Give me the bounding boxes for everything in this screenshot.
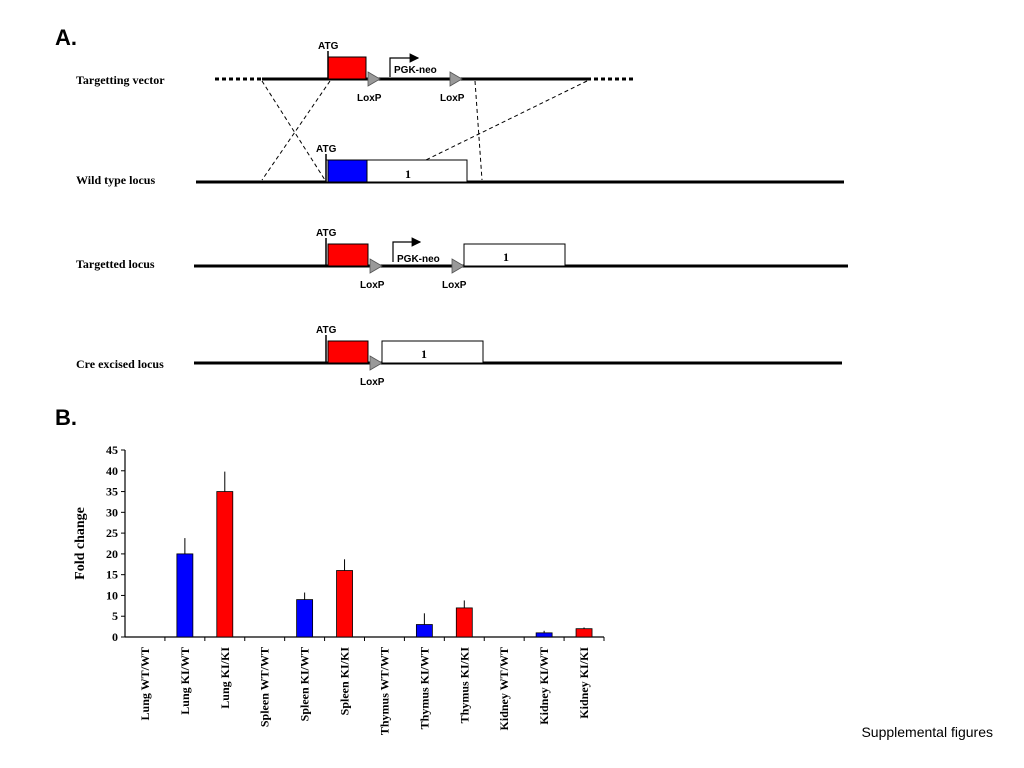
panel-b-label: B. [55, 405, 77, 430]
y-tick-label: 20 [106, 547, 118, 561]
y-tick-label: 40 [106, 464, 118, 478]
loxp-triangle-5 [369, 355, 383, 371]
x-category-label: Thymus WT/WT [377, 647, 391, 735]
wt-coding-exon [327, 159, 368, 183]
recombination-lines [261, 80, 588, 181]
row-label-wild-type: Wild type locus [76, 173, 155, 187]
loxp-triangle-4 [451, 258, 465, 274]
loxp-label-4: LoxP [442, 280, 467, 291]
y-tick-label: 25 [106, 526, 118, 540]
cre-excised-locus: Cre excised locus ATG LoxP 1 [76, 325, 842, 388]
y-tick-label: 0 [112, 630, 118, 644]
pgk-neo-label: PGK-neo [394, 65, 437, 76]
bar [575, 628, 593, 638]
fold-change-bar-chart: Fold change 0 5 10 15 20 25 30 35 40 45 Lung WT/WT… [73, 443, 605, 735]
x-category-label: Kidney KI/WT [537, 647, 551, 725]
ki-exon-box-cre [327, 340, 369, 364]
targetted-locus: Targetted locus ATG LoxP PGK-neo LoxP 1 [76, 228, 848, 291]
y-tick-label: 10 [106, 588, 118, 602]
x-category-label: Lung KI/KI [218, 647, 232, 709]
loxp-label-1: LoxP [357, 93, 382, 104]
x-category-label: Spleen KI/WT [298, 647, 312, 721]
y-tick-label: 35 [106, 485, 118, 499]
loxp-label-5: LoxP [360, 377, 385, 388]
row-label-targetting-vector: Targetting vector [76, 73, 165, 87]
ki-exon-box-targetted [327, 243, 369, 267]
atg-label-cre: ATG [316, 325, 337, 336]
exon-1-box-cre [381, 340, 484, 364]
wild-type-locus: Wild type locus ATG 1 [76, 144, 844, 187]
x-category-label: Spleen WT/WT [258, 647, 272, 727]
pgk-neo-label-targetted: PGK-neo [397, 254, 440, 265]
y-tick-label: 30 [106, 505, 118, 519]
row-label-cre-excised: Cre excised locus [76, 357, 164, 371]
x-category-label: Kidney KI/KI [577, 647, 591, 719]
ki-exon-box [327, 56, 367, 80]
targetting-vector-construct: Targetting vector ATG LoxP PGK-neo LoxP [76, 41, 636, 104]
loxp-triangle-2 [449, 71, 463, 87]
x-category-label: Lung WT/WT [138, 647, 152, 720]
atg-label-targetted: ATG [316, 228, 337, 239]
x-category-label: Spleen KI/KI [338, 647, 352, 716]
promoter-arrow [389, 53, 420, 77]
y-tick-label: 15 [106, 568, 118, 582]
x-category-label: Thymus KI/KI [457, 647, 471, 724]
panel-a-label: A. [55, 25, 77, 50]
bar [336, 570, 353, 638]
promoter-arrow-targetted [392, 237, 422, 262]
exon-1-label-wt: 1 [405, 167, 411, 181]
bar [296, 599, 314, 638]
y-tick-label: 5 [112, 609, 118, 623]
loxp-triangle-1 [367, 71, 381, 87]
loxp-label-3: LoxP [360, 280, 385, 291]
bar [176, 553, 194, 638]
footer-caption: Supplemental figures [861, 724, 993, 740]
y-tick-label: 45 [106, 443, 118, 457]
y-axis-title: Fold change [73, 507, 88, 580]
row-label-targetted: Targetted locus [76, 257, 155, 271]
bar [216, 491, 234, 638]
bar [535, 632, 553, 638]
bar [415, 624, 433, 638]
bar [455, 607, 473, 638]
x-category-label: Kidney WT/WT [497, 647, 511, 730]
x-category-label: Thymus KI/WT [417, 647, 431, 729]
atg-label: ATG [318, 41, 339, 52]
exon-1-box-targetted [463, 243, 566, 267]
loxp-triangle-3 [369, 258, 383, 274]
exon-1-label-targetted: 1 [503, 250, 509, 264]
atg-label-wt: ATG [316, 144, 337, 155]
exon-1-label-cre: 1 [421, 347, 427, 361]
x-category-label: Lung KI/WT [178, 647, 192, 715]
loxp-label-2: LoxP [440, 93, 465, 104]
